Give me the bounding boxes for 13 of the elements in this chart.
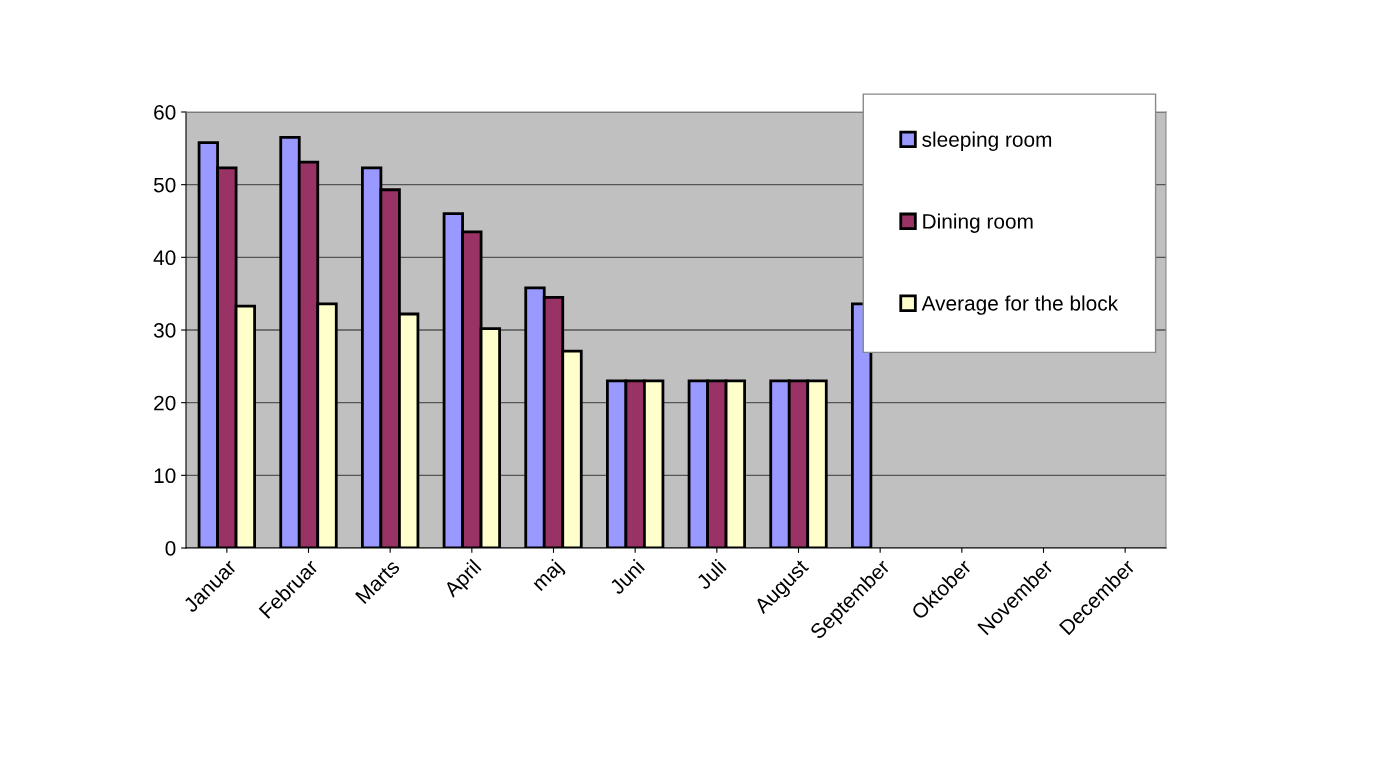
y-tick-label: 40: [153, 250, 176, 266]
legend-label: Dining room: [923, 213, 1033, 233]
x-tick-label: maj: [530, 558, 567, 595]
legend-label: sleeping room: [922, 131, 1052, 151]
x-tick-label: Juni: [608, 558, 645, 596]
y-tick-label: 10: [154, 468, 176, 484]
y-tick-label: 30: [153, 323, 176, 338]
y-tick-label: 60: [154, 105, 176, 120]
y-tick-label: 20: [154, 395, 176, 411]
y-tick-label: 50: [153, 177, 176, 193]
legend-label: Average for the block: [921, 295, 1119, 315]
y-tick-label: 0: [165, 541, 176, 556]
x-tick-label: Juli: [694, 558, 727, 591]
